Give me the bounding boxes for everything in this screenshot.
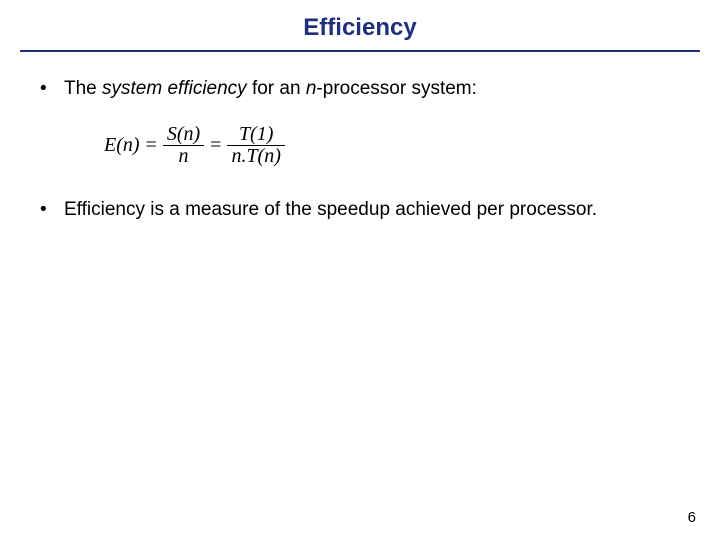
bullet-1-text: The system efficiency for an n-processor… [64,76,680,102]
bullet-marker: • [40,76,64,102]
eq-lhs: E(n) [104,132,140,159]
slide-body: • The system efficiency for an n-process… [0,52,720,222]
slide: Efficiency • The system efficiency for a… [0,0,720,540]
slide-title: Efficiency [0,0,720,50]
b2-p0: Efficiency is a measure of the speedup a… [64,199,597,220]
bullet-1: • The system efficiency for an n-process… [40,76,680,102]
eq-sign-1: = [146,132,157,159]
b1-p1: system efficiency [102,78,247,99]
b1-p2: for an [247,78,306,99]
eq-sign-2: = [210,132,221,159]
eq-frac1-den: n [174,146,192,167]
b1-p0: The [64,78,102,99]
bullet-2: • Efficiency is a measure of the speedup… [40,197,680,223]
bullet-marker: • [40,197,64,223]
equation: E(n) = S(n) n = T(1) n.T(n) [104,124,680,167]
eq-frac-1: S(n) n [163,124,204,167]
eq-frac1-num: S(n) [163,124,204,145]
eq-frac2-den: n.T(n) [227,146,284,167]
bullet-2-text: Efficiency is a measure of the speedup a… [64,197,680,223]
page-number: 6 [688,509,696,526]
b1-p3: n [306,78,317,99]
eq-frac2-num: T(1) [235,124,277,145]
b1-p4: -processor system: [316,78,476,99]
eq-frac-2: T(1) n.T(n) [227,124,284,167]
